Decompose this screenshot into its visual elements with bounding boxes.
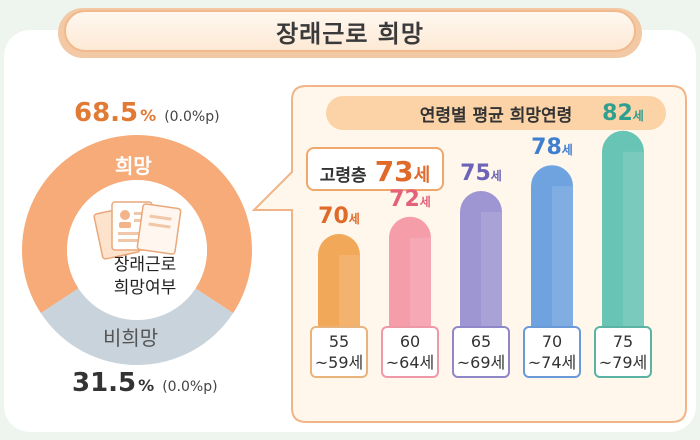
bar-shade-3 (481, 212, 502, 330)
bar-value-label: 75세 (451, 161, 511, 186)
age-group-label: 70 ~74세 (523, 326, 581, 378)
bar-1 (318, 234, 360, 330)
bar-shade-4 (552, 186, 573, 330)
donut-center-line1: 장래근로 (113, 255, 177, 275)
bar-value: 75 (460, 161, 491, 186)
bar-value: 82 (602, 100, 633, 126)
age-group-line: ~64세 (385, 353, 435, 372)
bar-value-unit: 세 (490, 169, 502, 183)
age-group-line: 70 (541, 332, 563, 351)
bar-value: 72 (389, 186, 420, 212)
age-group-line: 65 (470, 332, 492, 351)
bar-value: 78 (531, 135, 562, 161)
title-banner: 장래근로 희망 (64, 10, 636, 52)
bar-shade-2 (410, 237, 431, 330)
nohope-pct-change: (0.0%p) (162, 379, 218, 395)
hope-pct-change: (0.0%p) (164, 109, 220, 125)
age-group-label: 75 ~79세 (594, 326, 652, 378)
average-age-box: 고령층 73 세 (306, 147, 444, 191)
bar-value: 70 (318, 204, 349, 229)
hope-pct-value: 68.5 (74, 98, 139, 128)
bar-value-unit: 세 (348, 212, 360, 226)
bar-shade-5 (623, 151, 644, 330)
age-group-label: 65 ~69세 (452, 326, 510, 378)
bar-shade-1 (339, 255, 360, 330)
document-icon (93, 201, 182, 260)
nohope-pct-value: 31.5 (72, 368, 137, 398)
hope-segment-label: 희망 (115, 154, 152, 178)
donut-slice-nohope (40, 288, 234, 365)
bar-5 (602, 130, 644, 330)
bar-value-label: 78세 (522, 135, 582, 160)
hope-pct-unit: % (140, 106, 157, 125)
bar-4 (531, 165, 573, 330)
hope-percentage: 68.5 % (0.0%p) (74, 98, 220, 128)
bar-value-unit: 세 (419, 194, 431, 209)
age-group-line: ~74세 (527, 353, 577, 372)
nohope-percentage: 31.5 % (0.0%p) (72, 368, 218, 398)
age-group-line: ~59세 (314, 353, 364, 372)
bar-3 (460, 191, 502, 330)
page-title: 장래근로 희망 (276, 19, 424, 48)
donut-center-label: 장래근로 희망여부 (92, 254, 198, 300)
donut-slice-hope (21, 135, 252, 314)
panel-title-text: 연령별 평균 희망연령 (419, 105, 573, 126)
average-age-value: 73 (374, 155, 414, 188)
bar-value-label: 82세 (593, 101, 653, 126)
bar-value-label: 72세 (380, 187, 440, 212)
age-group-line: 55 (328, 332, 350, 351)
bar-value-label: 70세 (309, 204, 369, 229)
average-age-label: 고령층 (319, 166, 367, 186)
average-age-unit: 세 (413, 165, 431, 186)
nohope-pct-unit: % (138, 376, 155, 395)
age-group-line: ~69세 (456, 353, 506, 372)
age-group-line: 60 (399, 332, 421, 351)
bar-value-unit: 세 (561, 143, 573, 158)
age-group-label: 60 ~64세 (381, 326, 439, 378)
age-group-line: ~79세 (598, 353, 648, 372)
panel-title: 연령별 평균 희망연령 (326, 96, 666, 130)
bar-value-unit: 세 (632, 108, 644, 123)
age-group-label: 55 ~59세 (310, 326, 368, 378)
age-group-line: 75 (612, 332, 634, 351)
bar-2 (389, 216, 431, 330)
donut-center-line2: 희망여부 (113, 278, 177, 298)
nohope-segment-label: 비희망 (103, 326, 159, 350)
